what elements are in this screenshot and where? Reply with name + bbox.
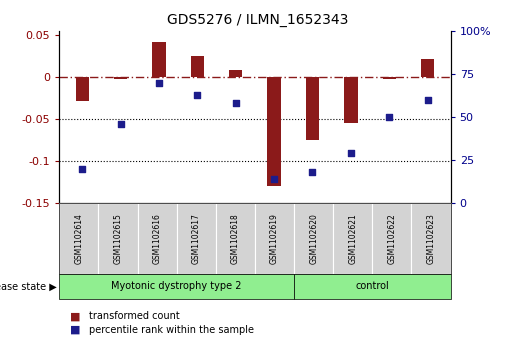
Text: transformed count: transformed count <box>89 311 180 321</box>
Text: GSM1102619: GSM1102619 <box>270 213 279 264</box>
Text: disease state ▶: disease state ▶ <box>0 281 57 291</box>
Bar <box>114 77 127 79</box>
Text: GSM1102618: GSM1102618 <box>231 213 240 264</box>
Bar <box>267 77 281 187</box>
Text: GSM1102622: GSM1102622 <box>387 213 397 264</box>
Bar <box>229 70 243 77</box>
Text: GSM1102616: GSM1102616 <box>152 213 162 264</box>
Text: GDS5276 / ILMN_1652343: GDS5276 / ILMN_1652343 <box>167 13 348 27</box>
Bar <box>306 77 319 140</box>
Bar <box>344 77 357 123</box>
Text: ■: ■ <box>70 311 80 321</box>
Point <box>116 121 125 127</box>
Bar <box>421 58 434 77</box>
Point <box>193 92 201 98</box>
Text: GSM1102614: GSM1102614 <box>74 213 83 264</box>
Text: percentile rank within the sample: percentile rank within the sample <box>89 325 254 335</box>
Point <box>155 80 163 86</box>
Text: GSM1102615: GSM1102615 <box>113 213 123 264</box>
Point <box>423 97 432 103</box>
Point <box>232 100 240 106</box>
Text: GSM1102617: GSM1102617 <box>192 213 201 264</box>
Text: ■: ■ <box>70 325 80 335</box>
Text: Myotonic dystrophy type 2: Myotonic dystrophy type 2 <box>111 281 242 291</box>
Bar <box>191 56 204 77</box>
Point <box>308 170 317 175</box>
Point <box>78 166 87 172</box>
Point <box>385 114 393 120</box>
Point <box>270 176 278 182</box>
Text: GSM1102620: GSM1102620 <box>309 213 318 264</box>
Text: control: control <box>355 281 389 291</box>
Bar <box>383 77 396 79</box>
Bar <box>76 77 89 101</box>
Bar <box>152 42 166 77</box>
Point <box>347 150 355 156</box>
Text: GSM1102623: GSM1102623 <box>426 213 436 264</box>
Text: GSM1102621: GSM1102621 <box>348 213 357 264</box>
